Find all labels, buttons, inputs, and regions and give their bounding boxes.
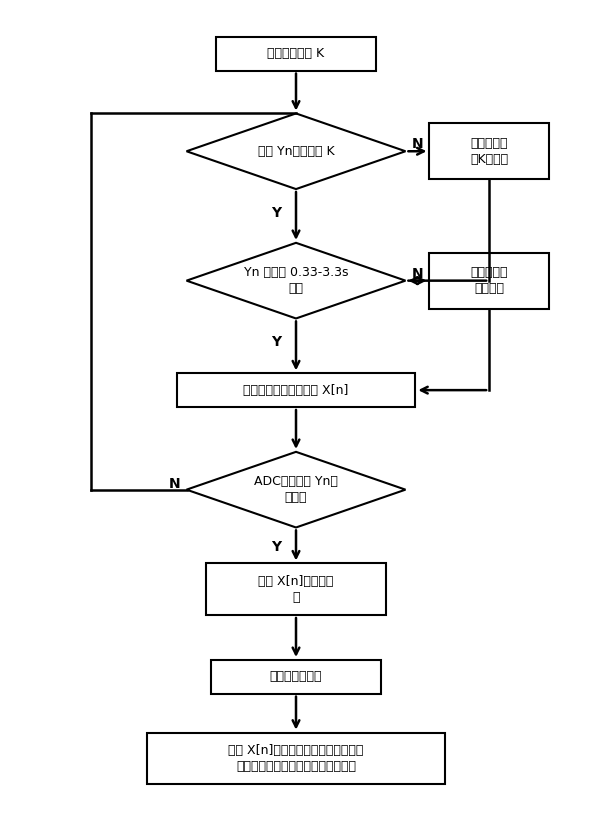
Text: 将符合条件的存入数组 X[n]: 将符合条件的存入数组 X[n] (243, 383, 349, 397)
FancyBboxPatch shape (211, 660, 381, 694)
Polygon shape (187, 452, 406, 528)
FancyBboxPatch shape (177, 373, 416, 407)
Text: 滤除幅值小
于K的信号: 滤除幅值小 于K的信号 (470, 137, 508, 166)
Text: N: N (412, 266, 423, 281)
Text: 所得 X[n]数据便是有效的数字脉搏波
信号，计算其周期便可得到脉搏次数: 所得 X[n]数据便是有效的数字脉搏波 信号，计算其周期便可得到脉搏次数 (228, 744, 364, 773)
Text: Yn 周期在 0.33-3.3s
之间: Yn 周期在 0.33-3.3s 之间 (244, 266, 348, 295)
Text: Y: Y (271, 206, 281, 220)
FancyBboxPatch shape (429, 124, 549, 180)
Polygon shape (187, 243, 406, 318)
Text: 滤除非相关数据: 滤除非相关数据 (270, 671, 322, 683)
FancyBboxPatch shape (216, 37, 375, 71)
Text: Y: Y (271, 336, 281, 349)
Text: N: N (169, 477, 180, 491)
FancyBboxPatch shape (429, 253, 549, 308)
FancyBboxPatch shape (206, 564, 385, 615)
Text: 设置幅度阈值 K: 设置幅度阈值 K (267, 48, 324, 60)
Polygon shape (187, 114, 406, 189)
Text: N: N (412, 137, 423, 151)
Text: ADC采样信号 Yn处
理完毕: ADC采样信号 Yn处 理完毕 (254, 475, 338, 504)
Text: Y: Y (271, 540, 281, 554)
Text: 信号 Yn幅值大于 K: 信号 Yn幅值大于 K (258, 144, 334, 158)
Text: 滤除周期异
常的信号: 滤除周期异 常的信号 (470, 266, 508, 295)
FancyBboxPatch shape (146, 732, 445, 784)
Text: 对比 X[n]数据相关
性: 对比 X[n]数据相关 性 (259, 574, 334, 604)
